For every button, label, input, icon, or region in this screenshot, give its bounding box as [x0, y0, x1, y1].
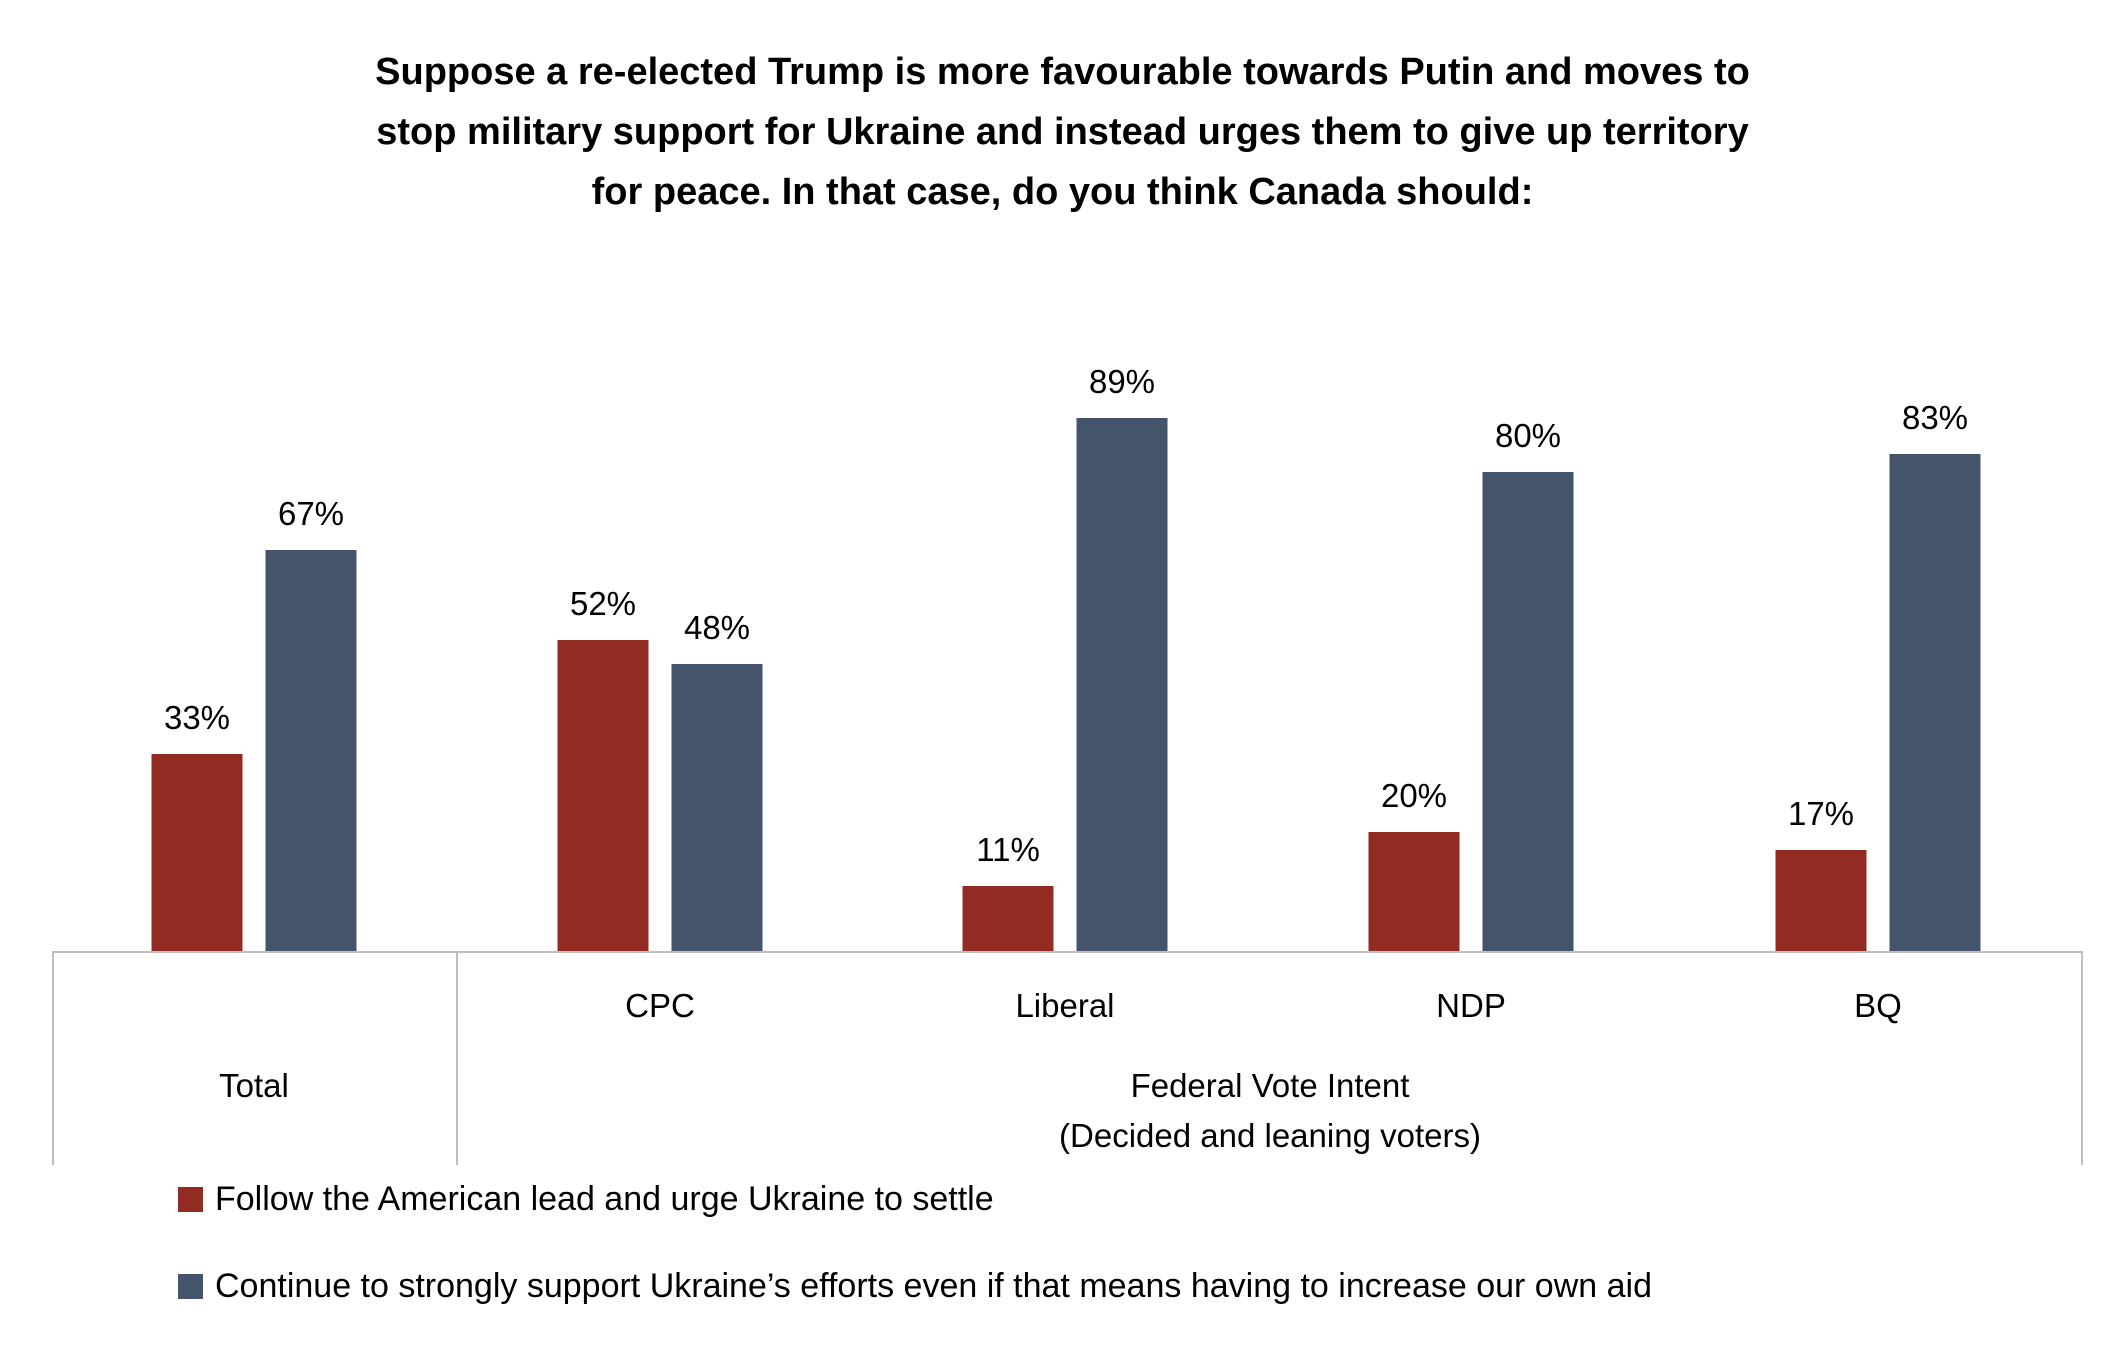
- group-label-line: (Decided and leaning voters): [1059, 1117, 1481, 1154]
- data-label-follow-ndp: 20%: [1381, 777, 1447, 814]
- legend-label-support: Continue to strongly support Ukraine’s e…: [215, 1267, 1652, 1305]
- bar-support-bq: [1889, 454, 1981, 952]
- data-label-follow-cpc: 52%: [570, 585, 636, 622]
- chart-title: Suppose a re-elected Trump is more favou…: [200, 42, 1925, 222]
- data-label-support-cpc: 48%: [684, 609, 750, 646]
- group-label-line: Federal Vote Intent: [1131, 1067, 1410, 1104]
- data-label-follow-total: 33%: [164, 699, 230, 736]
- data-label-support-ndp: 80%: [1495, 417, 1561, 454]
- bar-follow-liberal: [962, 886, 1054, 952]
- data-label-follow-liberal: 11%: [976, 831, 1040, 868]
- chart-title-line: Suppose a re-elected Trump is more favou…: [375, 51, 1750, 93]
- bar-follow-cpc: [557, 640, 649, 952]
- category-label-ndp: NDP: [1436, 987, 1506, 1024]
- category-label-cpc: CPC: [625, 987, 695, 1024]
- bar-support-total: [265, 550, 357, 952]
- data-label-support-bq: 83%: [1902, 399, 1968, 436]
- category-label-liberal: Liberal: [1015, 987, 1114, 1024]
- legend-item-support: Continue to strongly support Ukraine’s e…: [178, 1267, 1652, 1306]
- category-label-bq: BQ: [1854, 987, 1902, 1024]
- bar-support-ndp: [1482, 472, 1574, 952]
- bar-follow-total: [151, 754, 243, 952]
- bar-support-liberal: [1076, 418, 1168, 952]
- data-label-follow-bq: 17%: [1788, 795, 1854, 832]
- legend-swatch-follow: [178, 1187, 203, 1212]
- legend-label-follow: Follow the American lead and urge Ukrain…: [215, 1180, 994, 1218]
- category-label-total: Total: [219, 1067, 289, 1104]
- bar-follow-bq: [1775, 850, 1867, 952]
- data-label-support-liberal: 89%: [1089, 363, 1155, 400]
- legend-swatch-support: [178, 1274, 203, 1299]
- legend-item-follow: Follow the American lead and urge Ukrain…: [178, 1180, 994, 1219]
- bar-support-cpc: [671, 664, 763, 952]
- bar-follow-ndp: [1368, 832, 1460, 952]
- chart-title-line: stop military support for Ukraine and in…: [376, 111, 1749, 153]
- data-label-support-total: 67%: [278, 495, 344, 532]
- chart-title-line: for peace. In that case, do you think Ca…: [591, 171, 1534, 213]
